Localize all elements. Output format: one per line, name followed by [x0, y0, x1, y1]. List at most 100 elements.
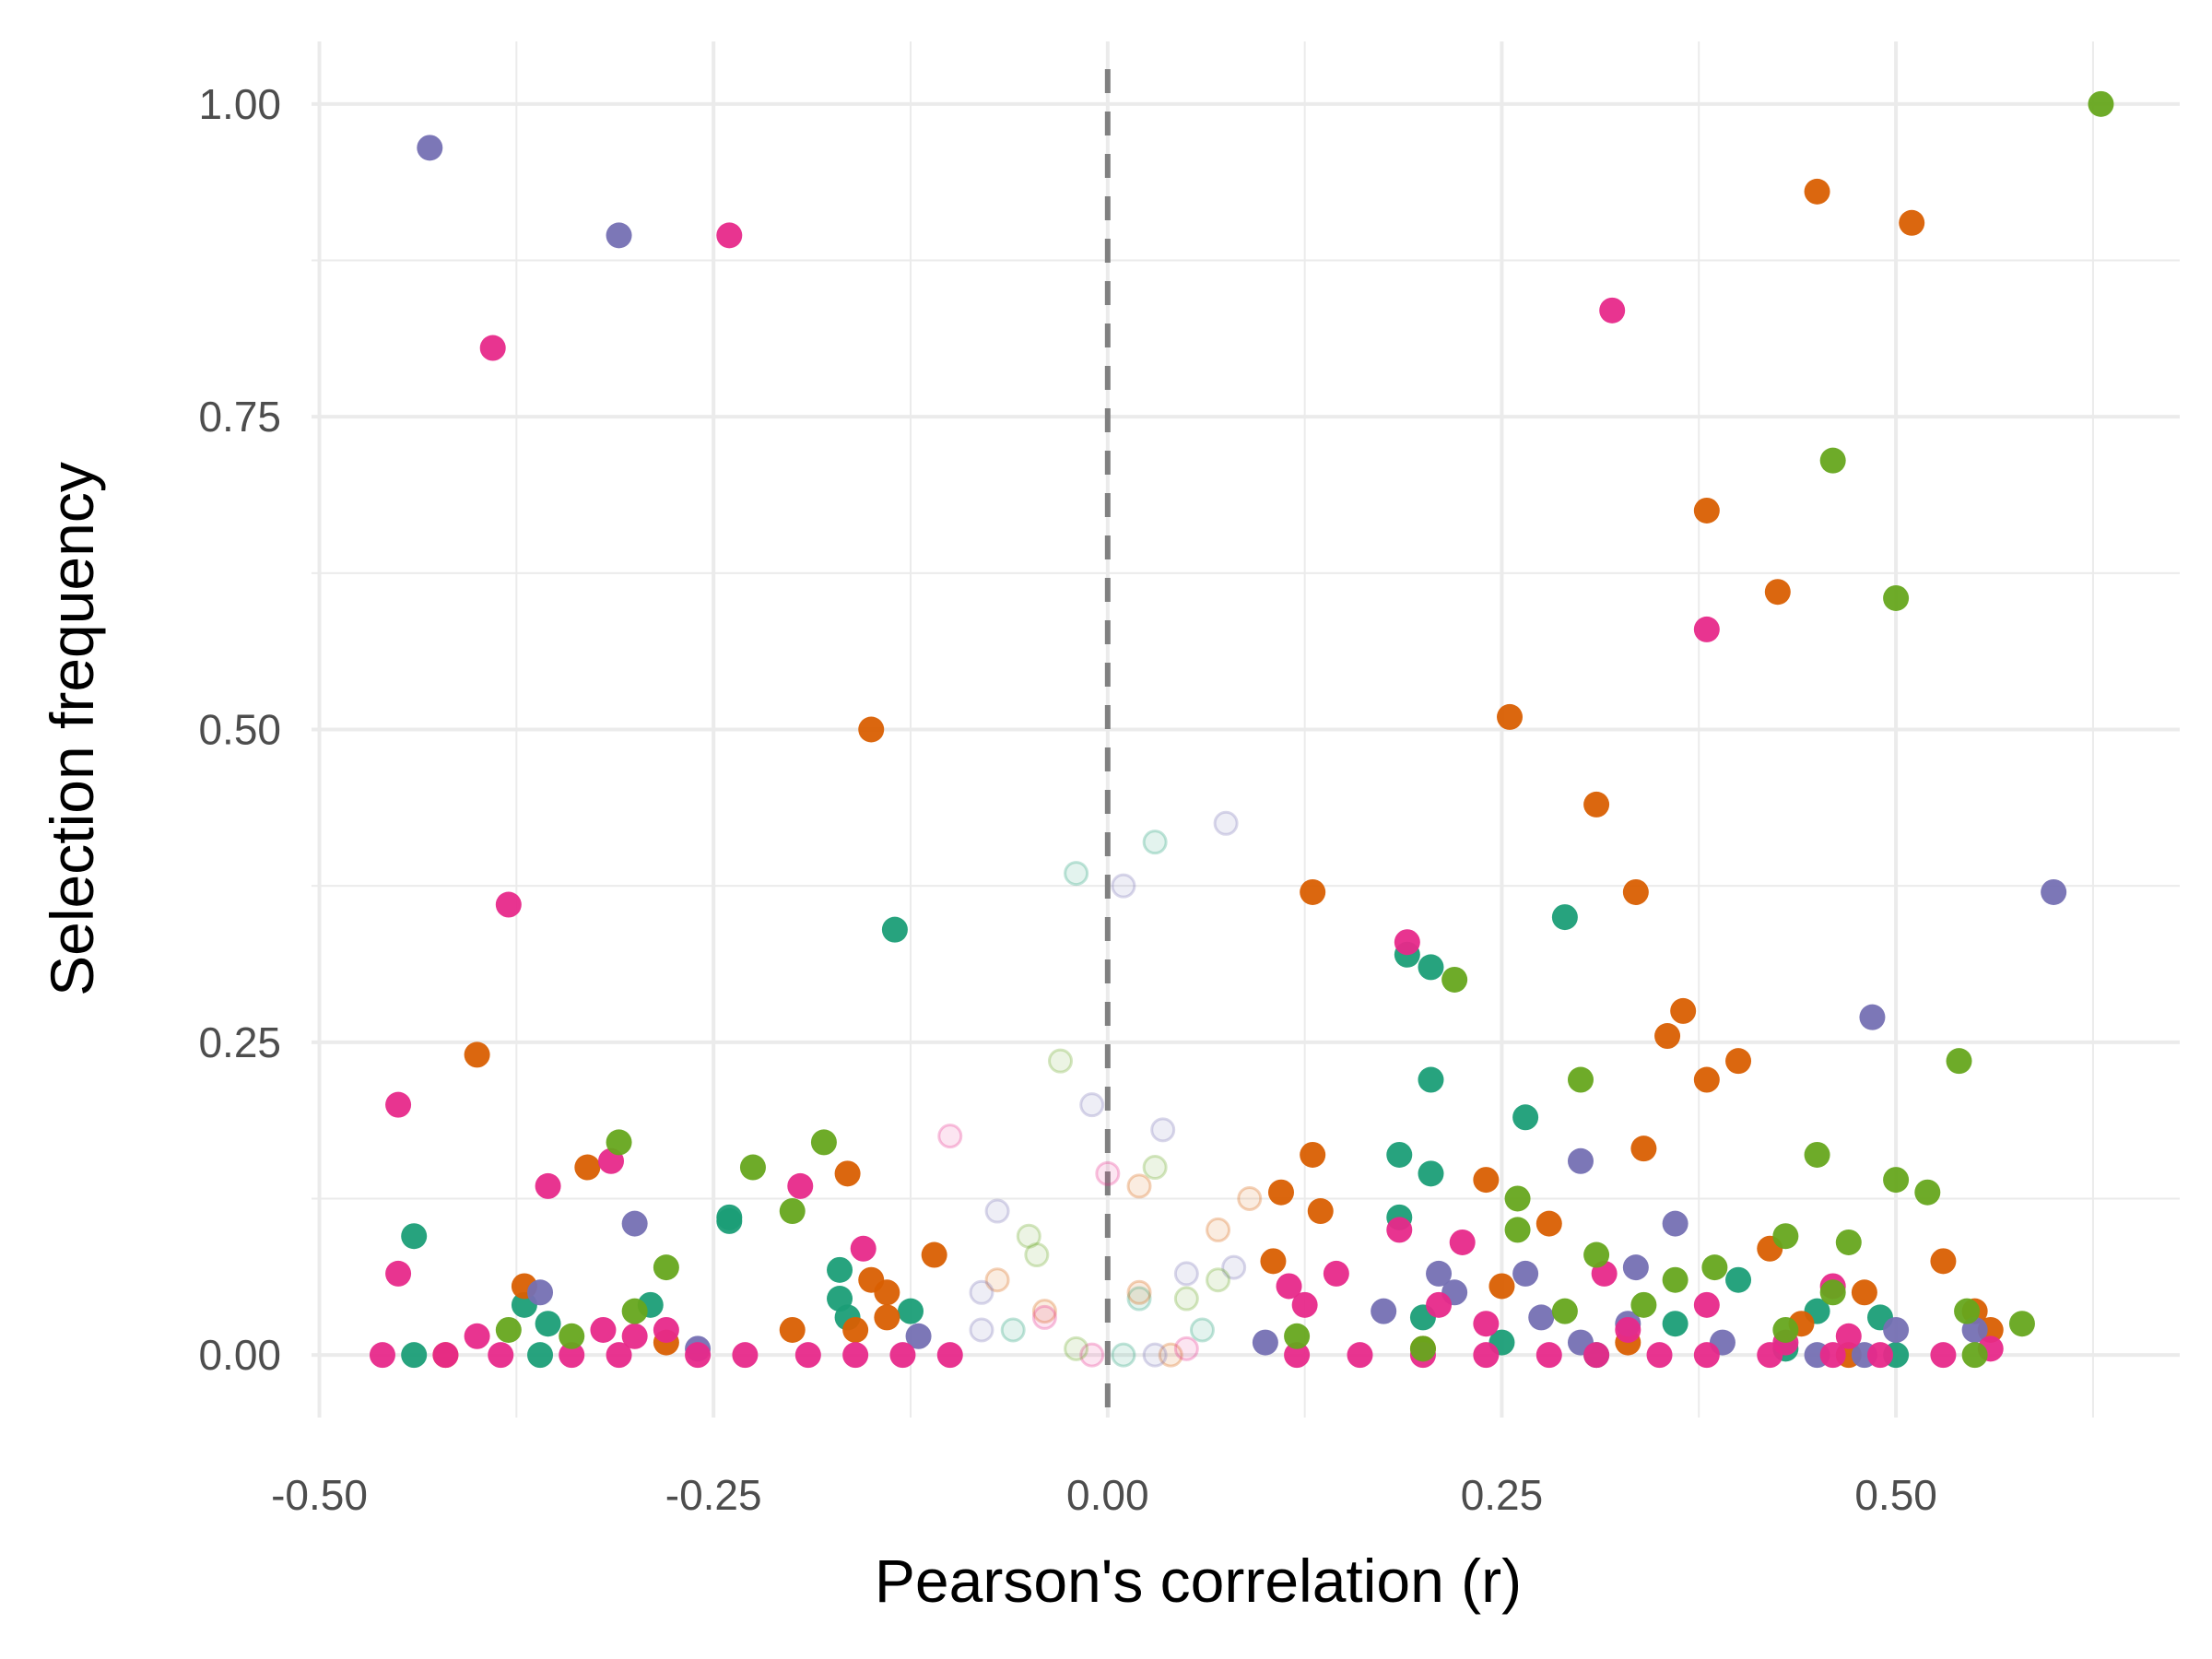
faint-data-point: [984, 1198, 1010, 1224]
faint-data-point: [1079, 1342, 1105, 1368]
data-point: [779, 1198, 806, 1225]
data-point: [1883, 1316, 1910, 1343]
data-point: [495, 891, 522, 918]
faint-data-point: [1221, 1254, 1247, 1280]
faint-points: [937, 810, 1263, 1368]
data-point: [1371, 1298, 1397, 1324]
data-point: [1488, 1273, 1515, 1300]
x-tick-label: -0.50: [271, 1471, 368, 1519]
faint-data-point: [969, 1317, 994, 1343]
data-point: [716, 222, 743, 249]
x-tick-label: -0.25: [665, 1471, 762, 1519]
data-point: [1473, 1167, 1500, 1194]
data-point: [2088, 90, 2114, 117]
data-point: [1883, 1167, 1910, 1194]
y-tick-label: 1.00: [198, 80, 281, 128]
data-point: [1267, 1179, 1294, 1206]
data-point: [385, 1091, 412, 1118]
data-point: [1804, 178, 1830, 205]
data-point: [1662, 1311, 1688, 1337]
data-point: [1914, 1179, 1941, 1206]
data-point: [874, 1279, 900, 1306]
data-point: [1930, 1248, 1957, 1275]
data-point: [1630, 1291, 1657, 1318]
data-point: [1599, 297, 1626, 324]
data-point: [1535, 1342, 1562, 1369]
faint-data-point: [1189, 1317, 1215, 1343]
data-point: [574, 1154, 601, 1181]
faint-data-point: [1111, 873, 1136, 899]
faint-data-point: [937, 1124, 963, 1149]
data-point: [1583, 1342, 1610, 1369]
y-tick-label: 0.75: [198, 393, 281, 441]
data-point: [1284, 1342, 1311, 1369]
data-point: [858, 716, 885, 743]
data-point: [1662, 1266, 1688, 1293]
data-point: [1300, 1141, 1326, 1168]
faint-data-point: [1024, 1242, 1050, 1268]
data-point: [1512, 1260, 1539, 1287]
data-point: [1291, 1291, 1318, 1318]
data-point: [621, 1323, 648, 1349]
data-point: [1426, 1260, 1453, 1287]
data-point: [1252, 1329, 1278, 1356]
data-point: [1307, 1198, 1334, 1225]
data-point: [1512, 1104, 1539, 1131]
data-point: [488, 1342, 514, 1369]
data-point: [1504, 1185, 1531, 1212]
data-point: [1615, 1316, 1641, 1343]
data-point: [850, 1235, 877, 1262]
data-point: [1473, 1311, 1500, 1337]
data-point: [1567, 1147, 1594, 1174]
data-point: [1409, 1335, 1436, 1362]
faint-data-point: [1150, 1117, 1176, 1143]
data-point: [1772, 1223, 1799, 1250]
data-point: [1504, 1217, 1531, 1243]
data-point: [739, 1154, 766, 1181]
data-point: [1930, 1342, 1957, 1369]
data-point: [385, 1260, 412, 1287]
faint-data-point: [984, 1267, 1010, 1293]
data-point: [1670, 997, 1697, 1024]
data-point: [417, 135, 443, 161]
data-point: [1764, 579, 1791, 606]
faint-data-point: [969, 1279, 994, 1305]
data-point: [606, 222, 632, 249]
data-point: [621, 1210, 648, 1237]
data-point: [1622, 878, 1649, 905]
faint-data-point: [1126, 1279, 1152, 1305]
y-tick-label: 0.50: [198, 706, 281, 754]
data-point: [898, 1298, 924, 1324]
data-point: [1954, 1298, 1981, 1324]
faint-data-point: [1173, 1335, 1199, 1361]
data-point: [1276, 1273, 1302, 1300]
data-point: [527, 1279, 554, 1306]
x-tick-label: 0.25: [1461, 1471, 1544, 1519]
data-point: [369, 1342, 395, 1369]
faint-data-point: [1206, 1217, 1231, 1242]
data-point: [1835, 1229, 1862, 1255]
data-point: [905, 1323, 932, 1349]
data-point: [559, 1323, 585, 1349]
data-point: [1622, 1254, 1649, 1281]
y-tick-label: 0.00: [198, 1331, 281, 1379]
data-point: [1386, 1141, 1413, 1168]
data-point: [874, 1304, 900, 1331]
data-point: [1284, 1323, 1311, 1349]
data-point: [1449, 1229, 1476, 1255]
data-point: [1583, 791, 1610, 818]
data-point: [1693, 1342, 1720, 1369]
data-point: [1757, 1342, 1783, 1369]
faint-data-point: [1142, 1342, 1168, 1368]
data-point: [1819, 447, 1846, 474]
data-point: [401, 1223, 428, 1250]
data-point: [1441, 966, 1468, 993]
data-point: [1859, 1004, 1886, 1030]
faint-data-point: [1142, 1155, 1168, 1181]
data-point: [1851, 1279, 1877, 1306]
data-point: [495, 1316, 522, 1343]
data-point: [1418, 1066, 1444, 1093]
y-axis-title: Selection frequency: [38, 462, 106, 996]
x-axis-title: Pearson's correlation (r): [875, 1547, 1522, 1615]
data-point: [1386, 1217, 1413, 1243]
